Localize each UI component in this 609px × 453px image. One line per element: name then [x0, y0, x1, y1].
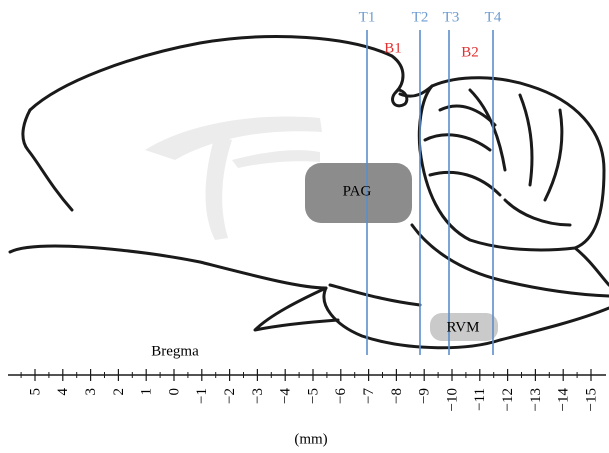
- cut-label: T2: [412, 9, 429, 25]
- tick-label: −12: [500, 388, 516, 411]
- origin-label: Bregma: [151, 343, 199, 359]
- tick-label: −11: [472, 388, 488, 411]
- region-label: PAG: [343, 183, 372, 199]
- cut-label: T3: [443, 9, 460, 25]
- tick-label: −6: [333, 388, 349, 404]
- tick-label: 0: [166, 388, 182, 396]
- tick-label: −13: [528, 388, 544, 411]
- tick-label: −2: [222, 388, 238, 404]
- region-label: RVM: [447, 319, 480, 335]
- brain-outline: [393, 90, 407, 106]
- tick-label: 4: [55, 388, 71, 396]
- tick-label: −3: [250, 388, 266, 404]
- cut-label: T4: [485, 9, 502, 25]
- tick-label: 2: [111, 388, 127, 396]
- tick-label: −15: [583, 388, 599, 411]
- block-label: B2: [461, 44, 479, 60]
- fiber-tract: [232, 150, 320, 168]
- axis-unit: (mm): [294, 431, 327, 447]
- tick-label: 5: [27, 388, 43, 396]
- tick-label: −10: [444, 388, 460, 411]
- brain-diagram: T1 T2 T3 T4 B1 B2 PAG RVM Bregma 5 4 3 2 1 0 −…: [0, 0, 609, 453]
- fiber-tract: [206, 135, 232, 240]
- tick-label: −8: [389, 388, 405, 404]
- block-label: B1: [384, 40, 402, 56]
- tick-label: −14: [556, 388, 572, 412]
- tick-label: −5: [305, 388, 321, 404]
- tick-label: 3: [83, 388, 99, 396]
- brain-outline: [23, 110, 72, 210]
- cut-label: T1: [359, 9, 376, 25]
- tick-label: −4: [278, 388, 294, 404]
- tick-label: −9: [417, 388, 433, 404]
- tick-label: −7: [361, 388, 377, 404]
- tick-label: 1: [139, 388, 155, 396]
- cerebellum-folds: [419, 86, 575, 250]
- tick-label: −1: [194, 388, 210, 404]
- brainstem-line: [330, 225, 609, 305]
